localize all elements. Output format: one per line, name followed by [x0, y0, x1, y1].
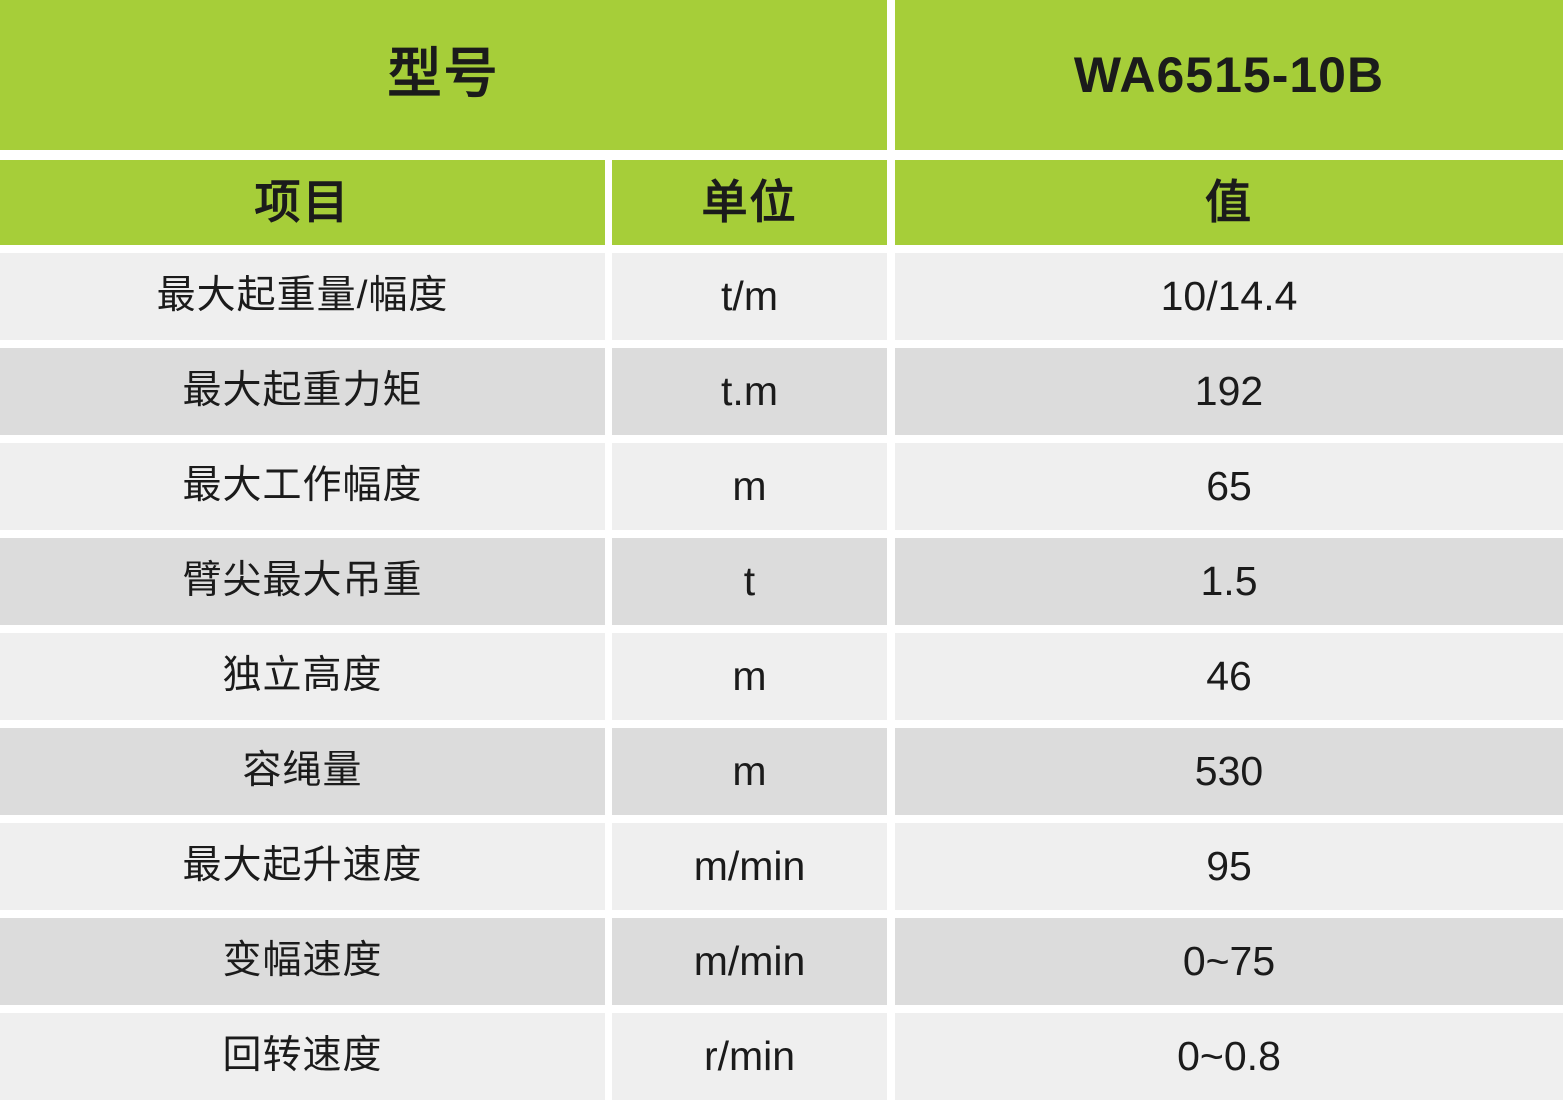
table-row: 变幅速度 m/min 0~75 [0, 918, 1563, 1005]
unit-cell: m [612, 728, 887, 815]
value-cell: 0~0.8 [895, 1013, 1563, 1100]
table-row: 容绳量 m 530 [0, 728, 1563, 815]
unit-cell: m [612, 443, 887, 530]
value-cell: 46 [895, 633, 1563, 720]
model-label-cell: 型号 [0, 0, 887, 150]
item-cell: 最大起升速度 [0, 823, 605, 910]
item-cell: 变幅速度 [0, 918, 605, 1005]
value-cell: 530 [895, 728, 1563, 815]
column-header-value: 值 [895, 160, 1563, 245]
item-cell: 最大起重力矩 [0, 348, 605, 435]
item-cell: 独立高度 [0, 633, 605, 720]
unit-cell: t [612, 538, 887, 625]
model-header-row: 型号 WA6515-10B [0, 0, 1563, 150]
value-cell: 192 [895, 348, 1563, 435]
unit-cell: m [612, 633, 887, 720]
item-cell: 最大工作幅度 [0, 443, 605, 530]
unit-cell: t.m [612, 348, 887, 435]
item-cell: 容绳量 [0, 728, 605, 815]
value-cell: 95 [895, 823, 1563, 910]
value-cell: 0~75 [895, 918, 1563, 1005]
unit-cell: m/min [612, 918, 887, 1005]
table-row: 最大起升速度 m/min 95 [0, 823, 1563, 910]
column-header-unit: 单位 [612, 160, 887, 245]
model-value-cell: WA6515-10B [895, 0, 1563, 150]
column-header-item: 项目 [0, 160, 605, 245]
item-cell: 臂尖最大吊重 [0, 538, 605, 625]
value-cell: 1.5 [895, 538, 1563, 625]
column-header-row: 项目 单位 值 [0, 160, 1563, 245]
table-row: 最大起重力矩 t.m 192 [0, 348, 1563, 435]
unit-cell: m/min [612, 823, 887, 910]
table-row: 最大起重量/幅度 t/m 10/14.4 [0, 253, 1563, 340]
table-row: 回转速度 r/min 0~0.8 [0, 1013, 1563, 1100]
unit-cell: r/min [612, 1013, 887, 1100]
value-cell: 10/14.4 [895, 253, 1563, 340]
item-cell: 最大起重量/幅度 [0, 253, 605, 340]
item-cell: 回转速度 [0, 1013, 605, 1100]
value-cell: 65 [895, 443, 1563, 530]
table-row: 臂尖最大吊重 t 1.5 [0, 538, 1563, 625]
unit-cell: t/m [612, 253, 887, 340]
table-row: 最大工作幅度 m 65 [0, 443, 1563, 530]
table-row: 独立高度 m 46 [0, 633, 1563, 720]
